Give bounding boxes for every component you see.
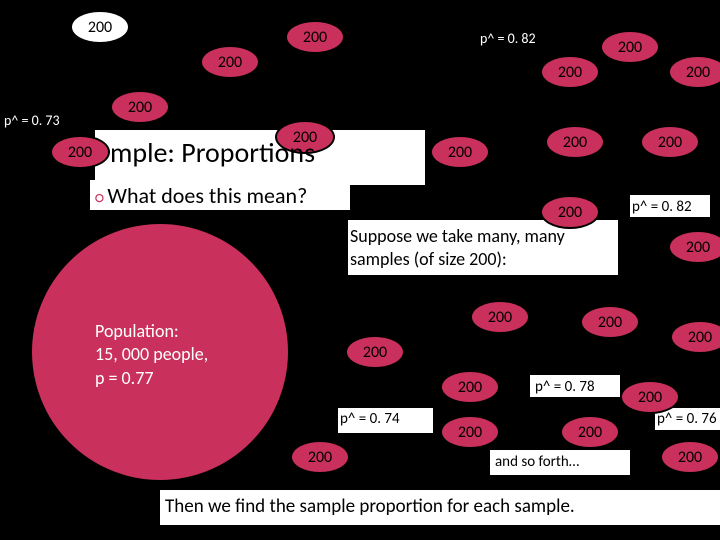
footer-text: Then we find the sample proportion for e… xyxy=(165,495,575,518)
sample-oval: 200 xyxy=(110,90,170,124)
suppose-text: Suppose we take many, many samples (of s… xyxy=(350,225,620,272)
phat-082b: p^ = 0. 82 xyxy=(632,198,692,216)
title-text: mple: Proportions xyxy=(110,135,315,170)
phat-074: p^ = 0. 74 xyxy=(340,410,400,428)
question-text: What does this mean? xyxy=(95,182,307,209)
sample-oval: 200 xyxy=(670,320,720,354)
sample-oval: 200 xyxy=(560,415,620,449)
sample-oval: 200 xyxy=(290,440,350,474)
sample-oval: 200 xyxy=(640,125,700,159)
sample-oval: 200 xyxy=(580,305,640,339)
sample-oval: 200 xyxy=(70,10,130,44)
phat-082a: p^ = 0. 82 xyxy=(480,30,536,47)
sample-oval: 200 xyxy=(430,135,490,169)
sample-oval: 200 xyxy=(440,415,500,449)
sample-oval: 200 xyxy=(545,125,605,159)
sample-oval: 200 xyxy=(285,20,345,54)
sample-oval: 200 xyxy=(470,300,530,334)
andso-text: and so forth… xyxy=(495,453,579,471)
population-text: Population: 15, 000 people, p = 0.77 xyxy=(95,320,208,390)
phat-078: p^ = 0. 78 xyxy=(535,378,595,396)
sample-oval: 200 xyxy=(540,195,600,229)
sample-oval: 200 xyxy=(668,55,720,89)
sample-oval: 200 xyxy=(620,380,680,414)
phat-076: p^ = 0. 76 xyxy=(657,410,717,428)
sample-oval: 200 xyxy=(660,440,720,474)
sample-oval: 200 xyxy=(668,230,720,264)
sample-oval: 200 xyxy=(440,370,500,404)
sample-oval: 200 xyxy=(50,135,110,169)
sample-oval: 200 xyxy=(600,30,660,64)
sample-oval: 200 xyxy=(540,55,600,89)
sample-oval: 200 xyxy=(345,335,405,369)
phat-073: p^ = 0. 73 xyxy=(4,112,60,129)
sample-oval: 200 xyxy=(200,45,260,79)
